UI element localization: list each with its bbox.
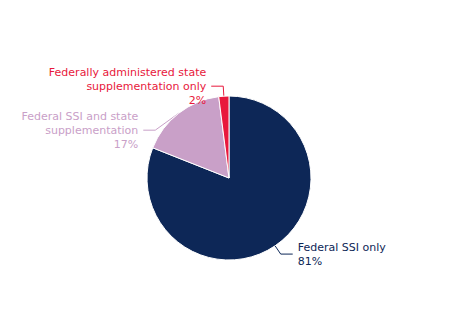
svg-text:Federal SSI and state: Federal SSI and state bbox=[21, 110, 138, 123]
svg-text:81%: 81% bbox=[298, 255, 322, 268]
svg-text:supplementation: supplementation bbox=[45, 124, 138, 137]
svg-text:17%: 17% bbox=[114, 138, 138, 151]
svg-text:Federally administered state: Federally administered state bbox=[49, 66, 207, 79]
svg-text:Federal SSI only: Federal SSI only bbox=[298, 241, 387, 254]
svg-text:supplementation only: supplementation only bbox=[86, 80, 206, 93]
svg-text:2%: 2% bbox=[189, 94, 206, 107]
